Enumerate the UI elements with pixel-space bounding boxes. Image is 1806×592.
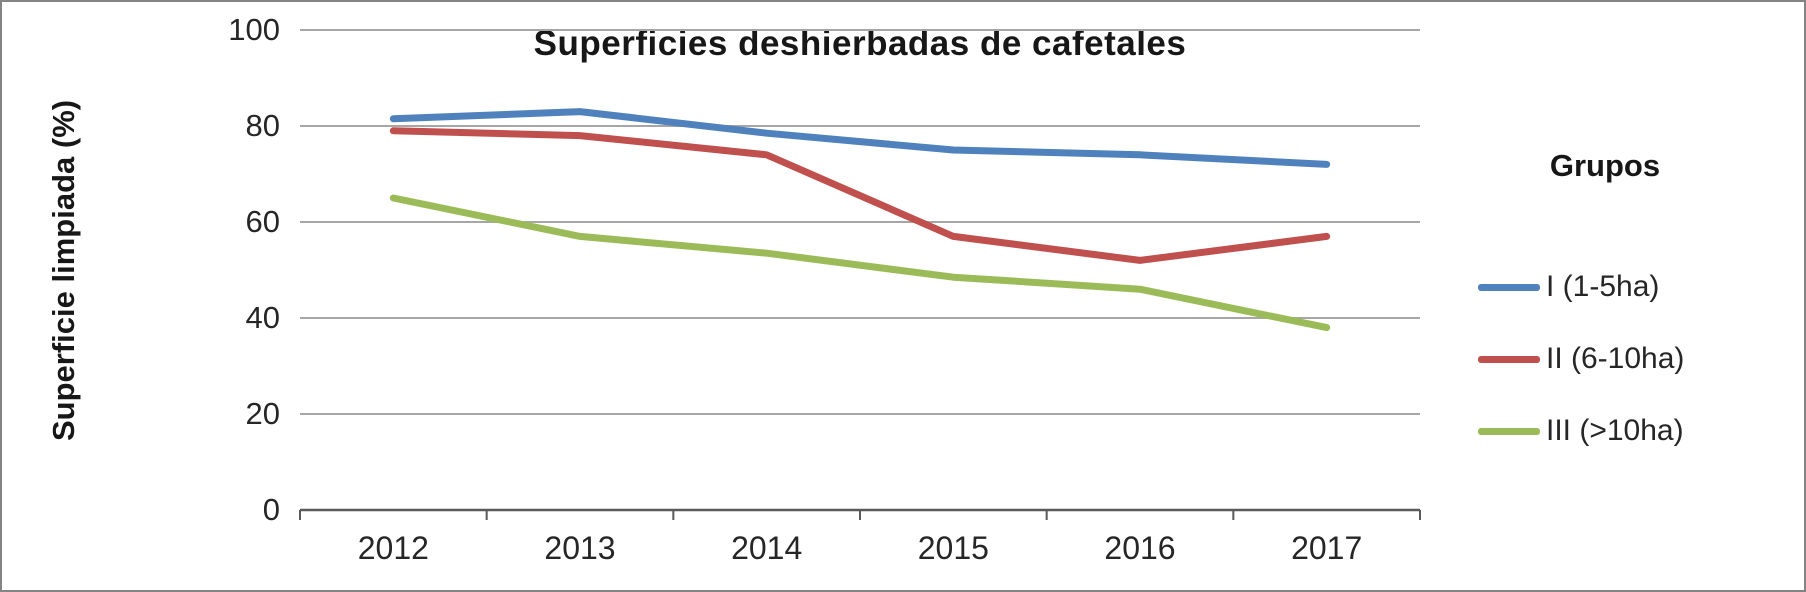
legend-item-0: I (1-5ha) [1478,270,1684,303]
legend-label: II (6-10ha) [1546,342,1685,375]
series-line-0 [389,108,1331,168]
legend-line-swatch [1478,283,1540,291]
y-tick-label: 60 [245,204,280,239]
legend-title: Grupos [1549,148,1661,183]
legend-label: I (1-5ha) [1546,270,1660,303]
series-line-2 [389,194,1331,332]
plot-area [299,29,1421,520]
legend-label: III (>10ha) [1546,414,1684,447]
series-line-1 [389,127,1331,264]
legend-item-2: III (>10ha) [1478,414,1684,447]
legend: I (1-5ha) II (6-10ha) III (>10ha) [1478,270,1685,447]
y-tick-label: 80 [245,108,280,143]
legend-line-swatch [1478,355,1540,363]
x-tick-label: 2015 [917,530,989,566]
y-tick-label: 40 [245,300,280,335]
legend-item-1: II (6-10ha) [1478,342,1685,375]
y-tick-label: 20 [245,396,280,431]
x-tick-label: 2017 [1291,530,1363,566]
x-tick-label: 2014 [731,530,803,566]
y-tick-label: 100 [228,12,280,47]
y-tick-label: 0 [262,492,280,527]
x-tick-label: 2013 [544,530,616,566]
y-axis-title: Superficie limpiada (%) [46,99,81,441]
x-tick-label: 2016 [1104,530,1176,566]
legend-line-swatch [1478,427,1540,435]
x-tick-label: 2012 [357,530,429,566]
